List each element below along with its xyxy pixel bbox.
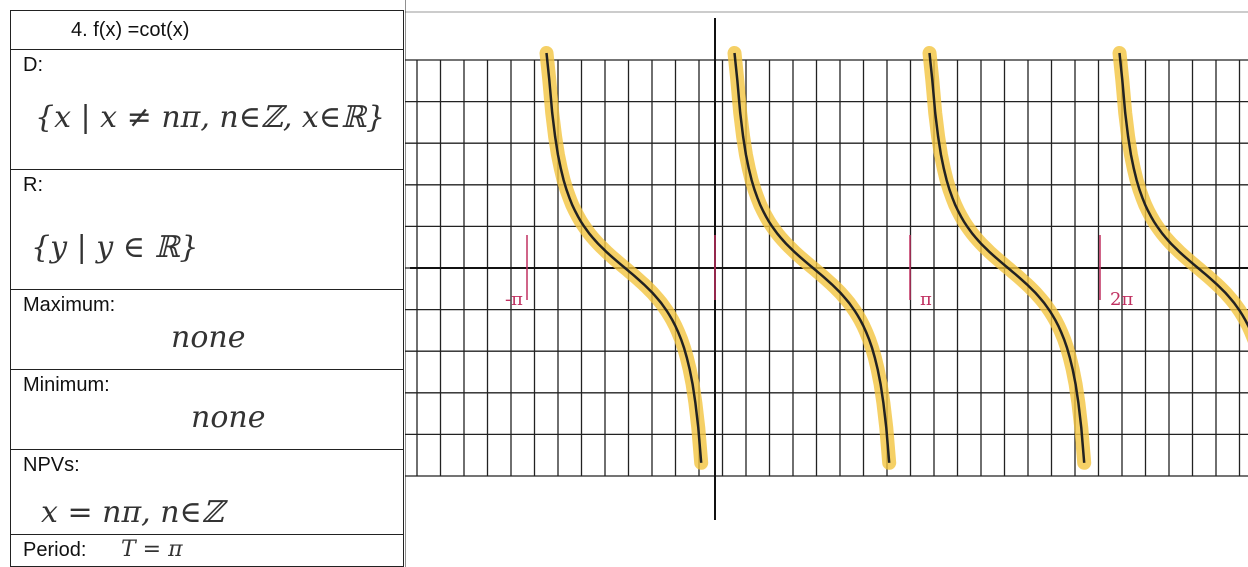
highlight bbox=[1120, 53, 1248, 463]
cot-curve bbox=[547, 53, 702, 463]
row-label: Maximum: bbox=[23, 294, 115, 317]
row-label: NPVs: bbox=[23, 454, 80, 477]
row-cell: Minimum: none bbox=[10, 370, 404, 450]
row-cell: NPVs: x = nπ, n∈ℤ bbox=[10, 450, 404, 535]
highlight bbox=[930, 53, 1085, 463]
title: 4. f(x) =cot(x) bbox=[71, 19, 189, 42]
row-cell: Period: T = π bbox=[10, 535, 404, 567]
row-cell: R: {y | y ∈ ℝ} bbox=[10, 170, 404, 290]
row-answer: none bbox=[191, 400, 265, 435]
worksheet: 4. f(x) =cot(x) D: {x | x ≠ nπ, n∈ℤ, x∈ℝ}… bbox=[0, 0, 1248, 567]
axis-label: 2π bbox=[1110, 289, 1133, 310]
cot-curve bbox=[930, 53, 1085, 463]
axis-label: π bbox=[920, 289, 932, 310]
row-cell: D: {x | x ≠ nπ, n∈ℤ, x∈ℝ} bbox=[10, 50, 404, 170]
row-answer: {x | x ≠ nπ, n∈ℤ, x∈ℝ} bbox=[35, 100, 385, 135]
title-cell: 4. f(x) =cot(x) bbox=[10, 10, 404, 50]
graph: -π π 2π bbox=[405, 0, 1248, 567]
axis-label: -π bbox=[505, 289, 523, 310]
cot-curve bbox=[735, 53, 890, 463]
row-answer: x = nπ, n∈ℤ bbox=[41, 495, 224, 530]
highlight bbox=[547, 53, 702, 463]
row-label: Period: bbox=[23, 539, 86, 562]
row-answer: {y | y ∈ ℝ} bbox=[31, 230, 198, 265]
highlight bbox=[735, 53, 890, 463]
row-label: R: bbox=[23, 174, 43, 197]
row-label: Minimum: bbox=[23, 374, 110, 397]
row-answer: T = π bbox=[121, 537, 183, 562]
row-label: D: bbox=[23, 54, 43, 77]
row-answer: none bbox=[171, 320, 245, 355]
row-cell: Maximum: none bbox=[10, 290, 404, 370]
